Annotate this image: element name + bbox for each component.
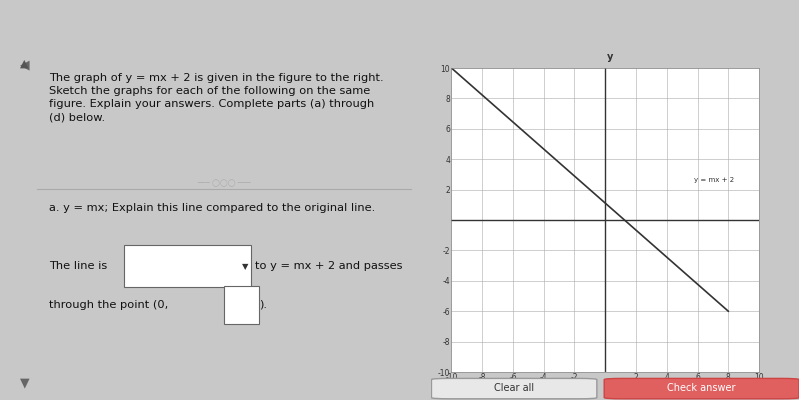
FancyBboxPatch shape bbox=[431, 378, 597, 399]
Text: a. y = mx; Explain this line compared to the original line.: a. y = mx; Explain this line compared to… bbox=[50, 203, 376, 213]
Text: ▲: ▲ bbox=[20, 58, 29, 68]
Text: The line is: The line is bbox=[50, 261, 108, 271]
Text: to y = mx + 2 and passes: to y = mx + 2 and passes bbox=[255, 261, 403, 271]
FancyBboxPatch shape bbox=[124, 245, 251, 287]
Text: y: y bbox=[606, 52, 613, 62]
Text: ▼: ▼ bbox=[20, 376, 30, 390]
Text: ◀: ◀ bbox=[20, 58, 30, 72]
Text: Clear all: Clear all bbox=[494, 383, 535, 393]
Text: ─── ◯◯◯ ───: ─── ◯◯◯ ─── bbox=[197, 180, 251, 187]
Text: ).: ). bbox=[259, 300, 267, 310]
Text: ▼: ▼ bbox=[242, 262, 248, 271]
Text: through the point (0,: through the point (0, bbox=[50, 300, 169, 310]
Text: Check answer: Check answer bbox=[667, 383, 736, 393]
FancyBboxPatch shape bbox=[224, 286, 259, 324]
Text: The graph of y = mx + 2 is given in the figure to the right.
Sketch the graphs f: The graph of y = mx + 2 is given in the … bbox=[50, 73, 384, 122]
FancyBboxPatch shape bbox=[604, 378, 799, 399]
Text: y = mx + 2: y = mx + 2 bbox=[694, 178, 734, 184]
